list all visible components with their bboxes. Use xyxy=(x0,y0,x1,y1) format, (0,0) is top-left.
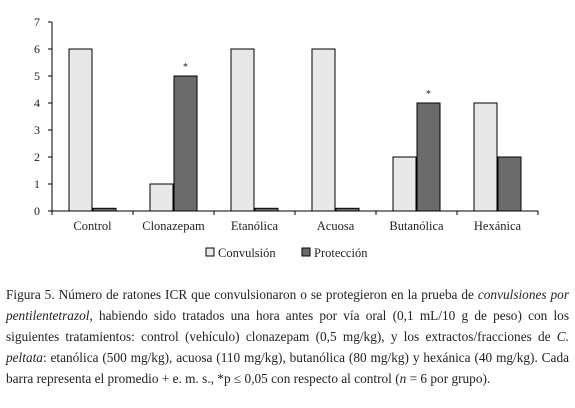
bar-convulsión-butanólica xyxy=(392,156,417,212)
figure-caption: Figura 5. Número de ratones ICR que conv… xyxy=(6,284,569,389)
y-tick-label: 1 xyxy=(34,177,40,191)
chart-legend: Convulsión Protección xyxy=(205,246,368,260)
x-tick-labels: Control Clonazepam Etanólica Acuosa Butanóli… xyxy=(73,219,521,233)
bar-protección-clonazepam xyxy=(173,75,198,212)
x-tick-label: Hexánica xyxy=(474,219,522,233)
x-tick-label: Clonazepam xyxy=(142,219,205,233)
caption-text: Figura 5. Número de ratones ICR que conv… xyxy=(6,287,478,302)
caption-text: : etanólica (500 mg/kg), acuosa (110 mg/… xyxy=(6,350,569,386)
x-tick-label: Etanólica xyxy=(231,219,279,233)
legend-label: Protección xyxy=(314,246,368,260)
y-tick-label: 6 xyxy=(34,42,40,56)
bar-protección-acuosa xyxy=(335,207,360,212)
bar-chart: Control Clonazepam Etanólica Acuosa Butanóli… xyxy=(34,15,539,260)
bar-protección-control xyxy=(92,207,117,212)
caption-species: C. peltata xyxy=(6,329,569,365)
bar-protección-etanólica xyxy=(254,207,279,212)
x-tick-label: Acuosa xyxy=(317,219,355,233)
legend-label: Convulsión xyxy=(218,246,276,260)
significance-marker: * xyxy=(183,62,188,73)
x-tick-label: Control xyxy=(73,219,112,233)
bar-convulsión-acuosa xyxy=(311,48,336,212)
chart-bars xyxy=(68,48,522,212)
bar-convulsión-clonazepam xyxy=(149,183,174,212)
y-tick-label: 2 xyxy=(34,150,40,164)
y-tick-label: 0 xyxy=(34,204,40,218)
legend-swatch xyxy=(301,247,311,257)
y-tick-label: 3 xyxy=(34,123,40,137)
bar-convulsión-control xyxy=(68,48,93,212)
bar-protección-butanólica xyxy=(416,102,441,212)
y-tick-label: 4 xyxy=(34,96,40,110)
y-tick-label: 7 xyxy=(34,15,40,29)
significance-markers: ** xyxy=(183,62,431,100)
legend-swatch xyxy=(205,247,215,257)
bar-convulsión-hexánica xyxy=(473,102,498,212)
caption-n: n xyxy=(399,371,407,386)
caption-text: , habiendo sido tratados una hora antes … xyxy=(6,308,569,344)
y-tick-label: 5 xyxy=(34,69,40,83)
significance-marker: * xyxy=(426,89,431,100)
y-tick-labels: 0 1 2 3 4 5 6 7 xyxy=(34,15,40,218)
bar-protección-hexánica xyxy=(497,156,522,212)
caption-italic-term: convulsiones por pentilentetrazol xyxy=(6,287,569,323)
x-tick-label: Butanólica xyxy=(389,219,444,233)
caption-text: = 6 por grupo). xyxy=(406,371,491,386)
bar-convulsión-etanólica xyxy=(230,48,255,212)
chart-axes xyxy=(48,21,539,215)
